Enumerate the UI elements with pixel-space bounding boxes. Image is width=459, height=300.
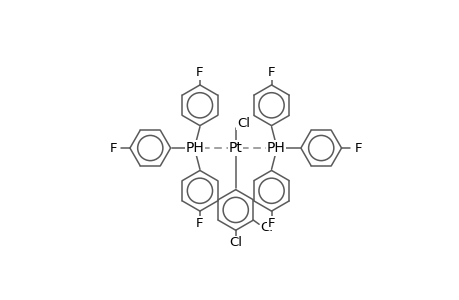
Text: F: F <box>267 217 274 230</box>
Text: F: F <box>353 142 361 154</box>
Text: Cl: Cl <box>236 117 249 130</box>
Text: F: F <box>267 67 274 80</box>
Text: F: F <box>196 217 203 230</box>
Text: PH: PH <box>266 141 285 155</box>
Text: F: F <box>196 67 203 80</box>
Text: Cl: Cl <box>260 220 273 233</box>
Text: Pt: Pt <box>228 141 242 155</box>
Text: PH: PH <box>185 141 204 155</box>
Text: F: F <box>110 142 117 154</box>
Text: Cl: Cl <box>229 236 242 250</box>
